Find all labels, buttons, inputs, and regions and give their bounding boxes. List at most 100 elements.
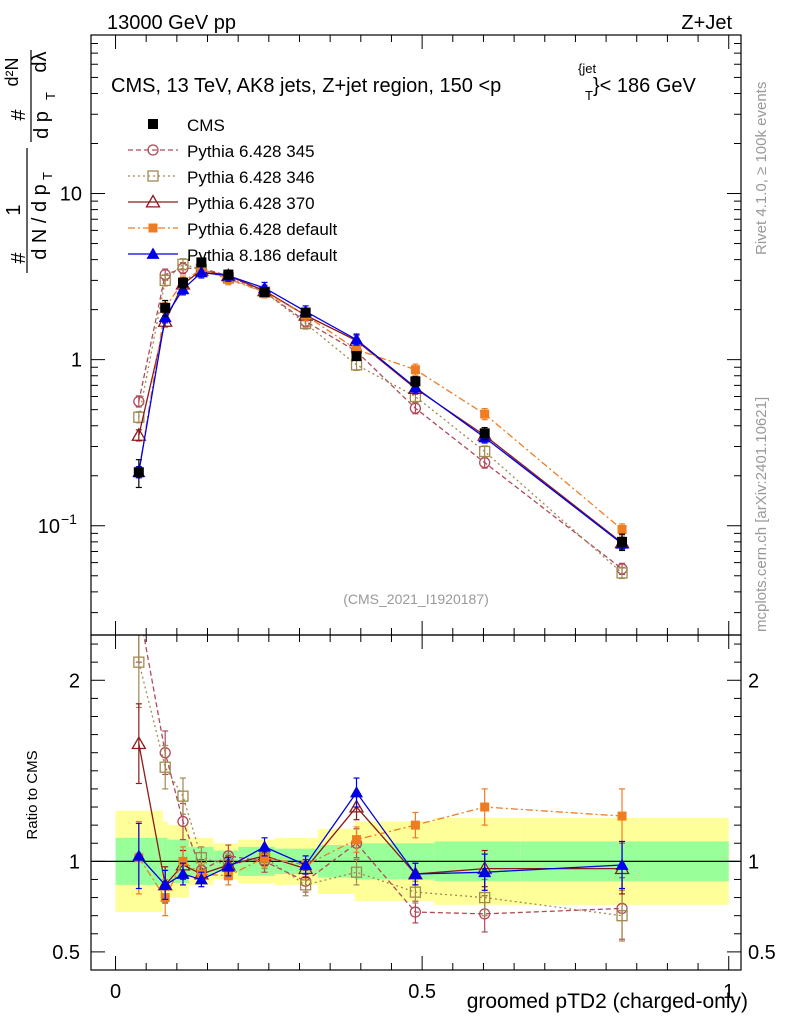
ratio-point [617,811,627,821]
y-axis-label: #1 d N / d p T # d²N d p Tdλ [2,50,58,273]
main-panel [131,257,630,580]
side-labels: Rivet 4.1.0, ≥ 100k events mcplots.cern.c… [753,82,770,632]
series-line [138,268,623,530]
ratio-tick-label: 2 [69,670,80,692]
series-point [617,524,627,534]
ratio-point [348,799,365,813]
series-line [138,269,623,544]
ratio-point [409,906,422,918]
legend-label: Pythia 8.186 default [187,246,338,265]
series-3 [134,263,627,536]
series-point [159,274,171,287]
y-label-dl: dλ [29,51,51,72]
ratio-point [350,786,364,798]
ratio-point [299,858,313,870]
ratio-point [479,891,491,904]
ratio-point [480,802,490,812]
series-point [350,333,364,345]
legend: CMS Pythia 6.428 345 Pythia 6.428 346 Pythi… [128,116,338,265]
ratio-point [616,910,628,922]
analysis-id-label: (CMS_2021_I1920187) [343,591,489,607]
data-point [196,257,207,268]
ratio-point [350,866,363,878]
data-point [300,307,311,318]
ratio-point [132,849,146,861]
ratio-tick-label: 1 [69,851,80,873]
data-series [133,257,628,552]
legend-marker [147,170,159,182]
legend-label: Pythia 6.428 default [187,220,338,239]
data-point [259,287,270,298]
title-main: CMS, 13 TeV, AK8 jets, Z+jet region, 150… [111,75,501,97]
series-point [133,395,145,408]
ratio-point [158,878,172,890]
ratio-tick-label: 0.5 [52,942,80,964]
ratio-point [194,872,208,885]
title-sup: {jet [578,61,596,76]
title-sub: T [585,88,593,103]
legend-marker [146,247,160,259]
rivet-label: Rivet 4.1.0, ≥ 100k events [753,82,770,255]
series-line [138,267,623,570]
series-point [177,258,189,270]
ratio-point [177,790,189,802]
y-label-d2n: d²N [2,57,22,86]
y-label-hash-2: # [8,109,30,121]
data-point [160,302,171,313]
ratio-point [131,735,147,750]
y-tick-exponent: −1 [61,511,77,527]
ratio-point [134,603,144,613]
y-label-hash: # [8,252,30,264]
series-point [131,427,147,441]
data-point [479,428,490,439]
ratio-point [299,879,312,891]
ratio-point [615,858,629,870]
legend-marker [145,194,161,208]
ratio-point [260,853,270,863]
ratio-point [176,867,190,879]
y-label-t-sub-2: T [43,92,58,100]
x-axis-label: groomed pTD2 (charged-only) [467,990,748,1013]
legend-label: Pythia 6.428 370 [187,194,315,213]
header-left: 13000 GeV pp [107,12,236,34]
ratio-point [159,761,171,773]
series-line [138,263,623,574]
y-label-dn-dpt: d N / d p [29,184,51,260]
ratio-point [410,820,420,830]
series-point [409,402,422,414]
data-point [177,277,188,288]
series-point [616,567,628,579]
ratio-frame [90,634,742,971]
y-tick-label: 10 [38,516,60,538]
x-tick-label: 0 [110,981,121,1003]
y-label-one: 1 [3,204,25,215]
ratio-tick-label-right: 0.5 [748,942,776,964]
y-tick-label: 1 [71,350,82,372]
header-right: Z+Jet [681,12,732,34]
y-label-t-sub: T [40,172,55,180]
ratio-point [258,840,272,852]
series-line [138,271,623,545]
legend-label: Pythia 6.428 345 [187,142,315,161]
ratio-tick-label-right: 2 [748,670,759,692]
series-point [479,445,491,458]
series-point [352,345,362,355]
data-point [617,536,628,547]
series-point [410,365,420,375]
ratio-tick-label-right: 1 [748,851,759,873]
series-point [480,409,490,419]
data-point [133,467,144,478]
series-4 [132,265,629,550]
legend-label: Pythia 6.428 346 [187,168,315,187]
ratio-point [195,852,208,864]
ratio-point [178,856,188,866]
data-point [410,376,421,387]
data-point [351,351,362,362]
series-point [133,411,145,423]
ratio-panel [91,603,741,942]
ratio-point [409,886,422,898]
x-tick-label: 1 [723,981,734,1003]
legend-marker [148,223,158,233]
chart-title: CMS, 13 TeV, AK8 jets, Z+jet region, 150… [111,61,697,103]
